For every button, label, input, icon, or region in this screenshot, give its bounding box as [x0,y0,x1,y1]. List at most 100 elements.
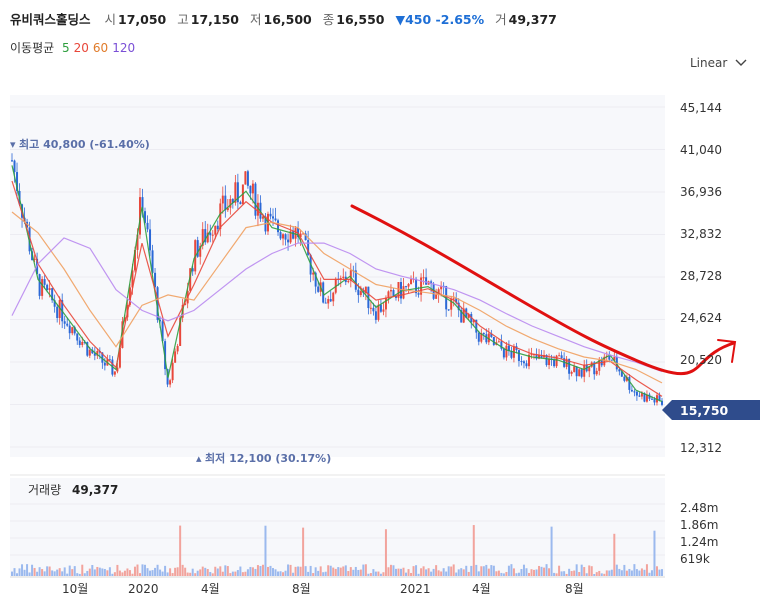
volume-bar [81,564,84,576]
volume-bar [530,569,533,576]
candle-body [392,290,395,297]
volume-bar [292,572,295,576]
candle-body [620,371,623,377]
volume-bar [329,565,332,576]
volume-bar [33,567,36,576]
volume-bar [136,564,139,576]
candle-body [101,352,104,363]
volume-bar [176,567,179,576]
volume-bar [68,565,71,576]
volume-bar [138,573,141,576]
candle-body [307,240,310,255]
volume-bar [287,564,290,576]
candle-body [224,195,227,211]
volume-bar [149,570,152,576]
volume-bar [73,566,76,576]
volume-bar [655,566,658,576]
candle-body [490,333,493,337]
volume-bar [595,572,598,576]
volume-bar [407,569,410,576]
volume-bar [500,572,503,576]
moving-average-legend[interactable]: 이동평균 5 20 60 120 [10,39,139,56]
volume-bar [545,564,548,576]
volume-bar [78,573,81,576]
ma120-label[interactable]: 120 [112,41,136,55]
volume-bar [236,570,239,576]
candle-body [33,258,36,261]
volume-bar [460,568,463,576]
volume-bar [522,564,525,576]
volume-bar [141,564,144,576]
volume-bar [440,571,443,576]
volume-bar [620,570,623,576]
volume-bar [282,572,285,576]
candle-body [93,353,96,356]
volume-bar [359,569,362,576]
volume-bar [437,570,440,576]
candle-body [151,250,154,273]
max-price-label: 최고 40,800 (-61.40%) [19,137,150,151]
volume-bar [209,571,212,576]
volume-bar [324,571,327,576]
volume-bar [362,564,365,576]
volume-bar [189,572,192,576]
candle-body [560,355,563,359]
candle-body [118,347,121,368]
volume-bar [184,567,187,576]
candle-body [71,327,74,334]
volume-bar [196,570,199,576]
candle-body [452,298,455,300]
volume-bar [194,573,197,576]
volume-bar [487,568,490,576]
drawn-trend-line [350,204,736,376]
candle-body [176,345,179,352]
x-tick: 2020 [128,582,159,596]
candle-body [437,289,440,295]
candle-body [86,342,89,356]
volume-bar [166,572,169,576]
candle-body [440,285,443,290]
volume-bar [412,566,415,576]
volume-bar [533,569,536,576]
volume-bar [640,568,643,576]
volume-bar [246,569,249,576]
candle-body [643,393,646,402]
candle-body [216,225,219,230]
volume-bar [224,565,227,576]
volume-bar [272,568,275,576]
candle-body [236,182,239,203]
x-tick: 10월 [62,582,88,596]
volume-bar [583,567,586,576]
volume-bar [93,569,96,576]
volume-bar [555,573,558,576]
candle-body [199,245,202,257]
volume-bar [472,525,475,576]
ma60-label[interactable]: 60 [92,41,109,55]
volume-bar [410,572,413,576]
candle-body [304,233,307,241]
volume-bar [38,567,41,576]
volume-bar [214,566,217,576]
volume-bar [650,570,653,576]
candle-body [407,284,410,287]
volume-bar [154,567,157,576]
ma5-label[interactable]: 5 [62,41,70,55]
volume-bar [379,573,382,576]
ma20-label[interactable]: 20 [73,41,89,55]
volume-bar [525,568,528,576]
candle-body [342,276,345,278]
volume-bar [442,568,445,576]
open-label: 시 [104,12,117,27]
volume-bar [256,565,259,576]
candle-body [329,299,332,302]
volume-bar [31,564,34,576]
candle-body [475,319,478,333]
candle-body [103,362,106,366]
volume-bar [76,573,79,576]
scale-select[interactable]: Linear [690,56,747,70]
volume-bar [56,569,59,576]
volume-bar [164,565,167,576]
candle-body [53,300,56,307]
volume-bar [144,564,147,576]
